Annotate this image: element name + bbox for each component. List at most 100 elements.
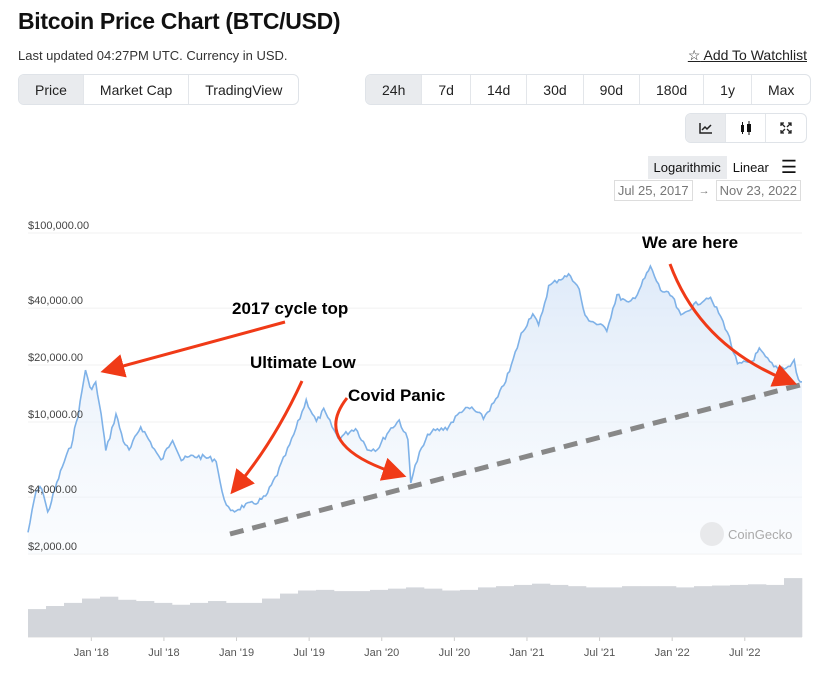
arrow-ultimate-low [230,380,304,495]
tab-price[interactable]: Price [19,75,84,104]
date-to-input[interactable]: Nov 23, 2022 [715,180,801,201]
volume-bar [658,586,677,637]
volume-bar [568,586,587,637]
volume-bar [226,602,245,637]
tab-tradingview[interactable]: TradingView [205,81,283,98]
volume-bar [478,587,497,637]
watchlist-label: Add To Watchlist [703,47,808,63]
fullscreen-icon[interactable] [766,114,806,142]
x-tick-label: Jan '19 [219,647,254,659]
volume-bar [676,587,695,637]
x-tick-label: Jul '21 [584,647,615,659]
volume-bar [748,584,767,637]
page-title: Bitcoin Price Chart (BTC/USD) [18,8,341,34]
chart-tools [685,113,807,143]
volume-bar [352,591,371,637]
volume-bar [694,586,713,637]
volume-bar [514,584,533,637]
range-24h[interactable]: 24h [366,75,423,104]
trend-line [229,382,801,537]
volume-bar [244,602,263,637]
volume-bar [46,606,65,637]
volume-bar [100,596,119,637]
volume-bar [550,584,569,637]
star-icon: ☆ [687,47,701,63]
line-chart-icon[interactable] [686,114,726,142]
x-tick-label: Jan '22 [655,647,690,659]
arrow-here [668,263,798,387]
volume-bar [406,587,425,637]
volume-bar [622,586,641,637]
volume-bar [136,601,155,637]
volume-bar [424,588,443,637]
x-tick-label: Jul '19 [293,647,324,659]
arrow-right-icon: → [698,184,710,197]
annotation-ultimate-low: Ultimate Low [250,353,357,372]
scale-logarithmic[interactable]: Logarithmic [647,156,727,179]
volume-bar [442,590,461,637]
y-tick-label: $20,000.00 [28,352,83,364]
range-14d[interactable]: 14d [471,75,528,104]
volume-bar [190,602,209,637]
volume-bar [64,602,83,637]
candlestick-icon[interactable] [726,114,766,142]
date-range: Jul 25, 2017 → Nov 23, 2022 [613,180,801,201]
range-30d[interactable]: 30d [527,75,584,104]
volume-bar [172,604,191,637]
last-updated-text: Last updated 04:27PM UTC. Currency in US… [18,48,288,63]
volume-bar [280,593,299,637]
price-area [28,266,802,554]
volume-bar [766,584,785,637]
x-tick-label: Jul '20 [439,647,470,659]
y-tick-label: $40,000.00 [28,295,83,307]
watermark: CoinGecko [728,527,792,542]
volume-bar [316,589,335,637]
volume-bar [460,589,479,637]
scale-linear[interactable]: Linear [732,160,769,175]
range-7d[interactable]: 7d [422,75,471,104]
volume-bar [586,587,605,637]
coingecko-logo-icon [700,522,724,546]
x-tick-label: Jul '22 [729,647,760,659]
y-tick-label: $10,000.00 [28,409,83,421]
x-tick-label: Jan '18 [74,647,109,659]
date-from-input[interactable]: Jul 25, 2017 [613,180,693,201]
y-tick-label: $2,000.00 [28,541,77,553]
x-tick-label: Jan '21 [509,647,544,659]
arrow-covid [334,397,407,481]
range-max[interactable]: Max [767,81,795,98]
volume-bar [208,601,227,637]
range-180d[interactable]: 180d [640,75,705,104]
annotation-covid: Covid Panic [348,386,445,405]
add-to-watchlist-link[interactable]: ☆ Add To Watchlist [688,47,807,64]
volume-bar [154,602,173,637]
x-tick-label: Jul '18 [148,647,179,659]
scale-toggle: Logarithmic Linear ☰ [647,153,803,182]
y-tick-label: $4,000.00 [28,484,77,496]
arrow-cycle-top [100,320,286,378]
volume-bar [118,599,137,637]
volume-bar [712,585,731,637]
annotation-here: We are here [642,233,738,252]
range-1y[interactable]: 1y [704,75,752,104]
menu-icon[interactable]: ☰ [780,157,797,177]
annotation-cycle-top: 2017 cycle top [232,299,348,318]
volume-bar [82,598,101,637]
range-90d[interactable]: 90d [584,75,641,104]
volume-bar [640,586,659,637]
volume-bar [532,583,551,637]
volume-bar [388,588,407,637]
y-tick-label: $100,000.00 [28,220,89,232]
volume-bar [604,587,623,637]
tab-market-cap[interactable]: Market Cap [84,75,190,104]
volume-bar [262,598,281,637]
range-tabs: 24h 7d 14d 30d 90d 180d 1y Max [365,74,812,105]
price-line [27,264,803,533]
volume-bar [730,584,749,637]
x-tick-label: Jan '20 [364,647,399,659]
volume-bar [370,589,389,637]
volume-bar [298,590,317,637]
chart-type-tabs: Price Market Cap TradingView [18,74,300,105]
volume-bar [496,586,515,637]
